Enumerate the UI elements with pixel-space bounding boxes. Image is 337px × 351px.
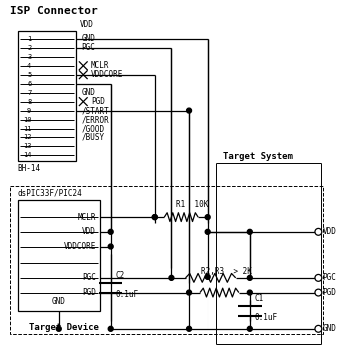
Circle shape: [108, 326, 113, 331]
Text: C1: C1: [255, 294, 264, 303]
Text: VDDCORE: VDDCORE: [91, 70, 123, 79]
Text: GND: GND: [322, 324, 336, 333]
Circle shape: [187, 326, 191, 331]
Circle shape: [247, 326, 252, 331]
Circle shape: [152, 215, 157, 220]
Circle shape: [205, 215, 210, 220]
Text: 1: 1: [27, 36, 31, 42]
Text: PGD: PGD: [82, 288, 96, 297]
Text: /START: /START: [81, 106, 109, 115]
Text: VDD: VDD: [82, 227, 96, 236]
Text: 0.1uF: 0.1uF: [116, 290, 139, 299]
Bar: [18, 31, 76, 161]
Circle shape: [315, 289, 322, 296]
Text: PGC: PGC: [81, 43, 95, 52]
Text: C2: C2: [116, 271, 125, 280]
Circle shape: [108, 229, 113, 234]
Circle shape: [187, 108, 191, 113]
Text: 11: 11: [23, 126, 31, 132]
Text: 12: 12: [23, 134, 31, 140]
Text: R1  10K: R1 10K: [176, 200, 209, 209]
Text: GND: GND: [52, 297, 66, 306]
Text: 14: 14: [23, 152, 31, 158]
Circle shape: [108, 244, 113, 249]
Text: /GOOD: /GOOD: [81, 124, 104, 133]
Text: Target System: Target System: [223, 152, 293, 161]
Text: VDD: VDD: [322, 227, 336, 236]
Text: 6: 6: [27, 81, 31, 87]
Circle shape: [247, 276, 252, 280]
Circle shape: [205, 229, 210, 234]
Text: MCLR: MCLR: [78, 213, 96, 221]
Circle shape: [247, 229, 252, 234]
Circle shape: [152, 215, 157, 220]
Text: VDDCORE: VDDCORE: [64, 242, 96, 251]
Circle shape: [205, 274, 210, 279]
Text: ISP Connector: ISP Connector: [10, 6, 97, 15]
Text: 7: 7: [27, 90, 31, 96]
Text: 9: 9: [27, 108, 31, 114]
Text: PGD: PGD: [91, 97, 105, 106]
Text: /BUSY: /BUSY: [81, 133, 104, 142]
Text: 3: 3: [27, 54, 31, 60]
Text: GND: GND: [81, 34, 95, 43]
Text: MCLR: MCLR: [91, 61, 110, 70]
Text: VDD: VDD: [79, 20, 93, 29]
Text: 5: 5: [27, 72, 31, 78]
Text: 0.1uF: 0.1uF: [255, 313, 278, 322]
Text: dsPIC33F/PIC24: dsPIC33F/PIC24: [18, 188, 82, 198]
Text: 8: 8: [27, 99, 31, 105]
Circle shape: [247, 290, 252, 295]
Circle shape: [315, 325, 322, 332]
Circle shape: [315, 229, 322, 235]
Circle shape: [169, 276, 174, 280]
Text: R2,R3  > 2K: R2,R3 > 2K: [201, 267, 252, 276]
Circle shape: [187, 290, 191, 295]
Text: GND: GND: [81, 88, 95, 97]
Bar: [10, 186, 323, 334]
Text: 10: 10: [23, 117, 31, 122]
Circle shape: [315, 274, 322, 281]
Text: BH-14: BH-14: [18, 164, 41, 173]
Text: 13: 13: [23, 144, 31, 150]
Text: Target Device: Target Device: [29, 323, 99, 332]
Text: 2: 2: [27, 45, 31, 51]
Text: PGC: PGC: [82, 273, 96, 282]
Circle shape: [56, 326, 61, 331]
Text: /ERROR: /ERROR: [81, 115, 109, 124]
Bar: [18, 199, 100, 311]
Text: PGC: PGC: [322, 273, 336, 282]
Text: 4: 4: [27, 63, 31, 69]
Text: PGD: PGD: [322, 288, 336, 297]
